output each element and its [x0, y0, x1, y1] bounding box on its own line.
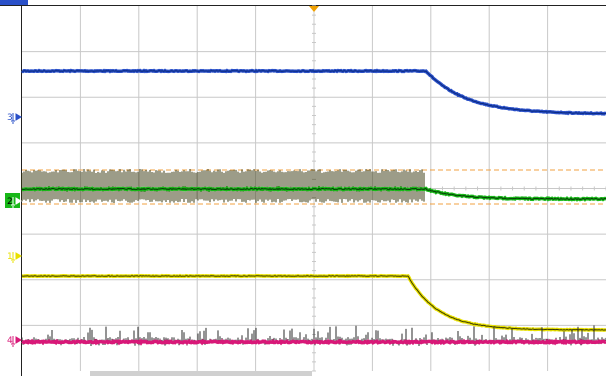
trigger-position-icon[interactable]: [309, 6, 319, 12]
ch2-waveform-core: [21, 187, 606, 201]
horizontal-scroll-indicator[interactable]: [90, 371, 312, 376]
ch1-ground-marker[interactable]: 1: [7, 252, 22, 263]
ground-arrow-icon: [11, 113, 22, 124]
ground-arrow-icon: [11, 336, 22, 347]
ch4-ground-marker[interactable]: 4: [7, 336, 22, 347]
ch3-marker-label: 3: [7, 113, 13, 123]
menu-tab-indicator[interactable]: [0, 0, 28, 6]
channel-markers: 3 2 1 4: [5, 113, 22, 347]
ch3-ground-marker[interactable]: 3: [7, 113, 22, 124]
trigger-marker[interactable]: [309, 6, 319, 12]
ground-arrow-icon: [11, 252, 22, 263]
ch3-waveform-core: [21, 69, 606, 115]
waveform-traces: [20, 68, 606, 346]
ch2-marker-label: 2: [7, 197, 13, 207]
ch4-marker-label: 4: [7, 336, 13, 346]
ch2-ground-marker[interactable]: 2: [5, 193, 22, 208]
ch1-waveform-core: [22, 275, 606, 331]
ch4-waveform: [21, 338, 606, 346]
ch1-marker-label: 1: [7, 252, 13, 262]
ground-arrow-icon: [11, 197, 22, 208]
